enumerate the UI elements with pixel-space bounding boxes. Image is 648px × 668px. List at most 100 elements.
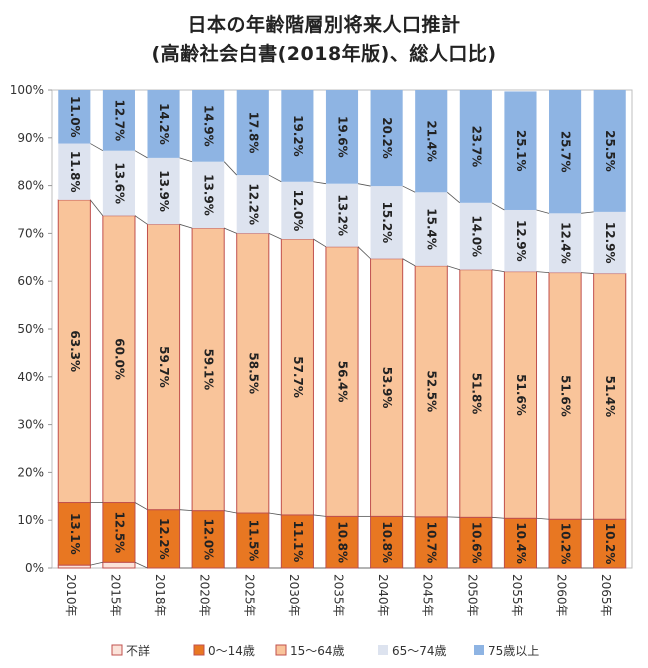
bar-segment <box>504 209 537 272</box>
data-label: 56.4% <box>336 361 350 403</box>
data-label: 51.6% <box>559 375 573 417</box>
series-connector-line <box>134 502 148 511</box>
data-label: 12.2% <box>246 183 260 225</box>
bar-segment <box>281 90 314 182</box>
bar-segment <box>191 510 225 569</box>
y-tick-label: 40% <box>17 370 44 384</box>
data-label: 12.9% <box>603 222 617 264</box>
series-connector-line <box>313 514 326 517</box>
data-label: 14.0% <box>469 215 483 257</box>
series-connector-line <box>313 181 326 185</box>
bar-segment <box>415 90 448 193</box>
bar-segment <box>192 161 225 229</box>
series-connector-line <box>581 272 594 274</box>
data-label: 25.7% <box>559 131 573 173</box>
data-label: 53.9% <box>380 367 394 409</box>
data-label: 10.8% <box>380 521 394 563</box>
bar-segment <box>414 265 448 518</box>
series-connector-line <box>224 227 237 234</box>
data-label: 60.0% <box>112 338 126 380</box>
chart-subtitle: (高齢社会白書(2018年版)、総人口比) <box>151 43 497 65</box>
data-label: 51.8% <box>469 373 483 415</box>
bar-segment <box>549 213 582 273</box>
data-label: 10.2% <box>603 523 617 565</box>
y-tick-label: 70% <box>17 226 44 240</box>
series-connector-line <box>179 157 193 163</box>
series-connector-line <box>357 246 371 260</box>
data-label: 10.8% <box>336 521 350 563</box>
data-label: 17.8% <box>246 112 260 154</box>
legend-label: 65〜74歳 <box>392 644 447 658</box>
data-label: 13.6% <box>112 162 126 204</box>
x-tick-label: 2050年 <box>465 574 479 617</box>
series-connector-line <box>536 517 550 520</box>
series-connector-line <box>179 509 193 512</box>
legend-swatch <box>193 644 205 656</box>
y-tick-label: 60% <box>17 274 44 288</box>
series-connector-line <box>90 143 104 152</box>
x-tick-label: 2010年 <box>64 574 78 617</box>
bar-segment <box>57 199 91 504</box>
data-label: 13.9% <box>157 170 171 212</box>
data-label: 51.4% <box>603 376 617 418</box>
legend-swatch <box>378 645 388 655</box>
data-label: 19.2% <box>291 115 305 157</box>
series-connector-line <box>90 199 104 216</box>
bar-segment <box>549 90 582 214</box>
bar-segment <box>325 515 359 569</box>
data-label: 10.4% <box>514 522 528 564</box>
series-connector-line <box>268 174 282 183</box>
bar-segment <box>102 150 135 216</box>
data-label: 10.6% <box>469 522 483 564</box>
y-tick-label: 100% <box>10 83 44 97</box>
series-connector-line <box>224 510 237 514</box>
series-connector-line <box>581 211 594 214</box>
data-label: 15.4% <box>425 208 439 250</box>
bar-segment <box>504 91 537 210</box>
series-connector-line <box>447 191 461 204</box>
y-tick-label: 50% <box>17 322 44 336</box>
data-label: 12.0% <box>202 518 216 560</box>
series-connector-line <box>491 269 505 273</box>
bar-segment <box>325 90 359 184</box>
bar-segment <box>370 258 404 517</box>
series-connector-line <box>402 258 416 267</box>
data-label: 13.1% <box>68 513 82 555</box>
data-label: 11.0% <box>68 96 82 138</box>
data-label: 13.9% <box>202 174 216 216</box>
data-label: 59.7% <box>157 346 171 388</box>
data-label: 63.3% <box>68 330 82 372</box>
y-tick-label: 20% <box>17 465 44 479</box>
x-tick-label: 2030年 <box>287 574 301 617</box>
bar-segment <box>503 517 538 569</box>
bar-segment <box>593 90 626 212</box>
x-tick-label: 2025年 <box>242 574 256 617</box>
bar-segment <box>236 175 269 234</box>
x-tick-label: 2040年 <box>376 574 390 617</box>
x-tick-label: 2015年 <box>108 574 122 617</box>
bar-segment <box>415 192 448 266</box>
bar-segment <box>146 223 181 511</box>
y-tick-label: 10% <box>17 513 44 527</box>
data-label: 12.9% <box>514 220 528 262</box>
bar-segment <box>593 518 627 569</box>
y-tick-label: 0% <box>25 561 44 575</box>
series-connector-line <box>179 223 193 229</box>
legend-label: 15〜64歳 <box>290 644 345 658</box>
data-label: 23.7% <box>469 126 483 168</box>
data-label: 14.9% <box>202 105 216 147</box>
bar-segment <box>370 90 403 187</box>
series-connector-line <box>447 265 460 271</box>
data-label: 25.1% <box>514 130 528 172</box>
data-label: 13.2% <box>336 194 350 236</box>
series-connector-line <box>357 183 371 187</box>
y-tick-label: 80% <box>17 179 44 193</box>
bar-segment <box>147 90 180 158</box>
series-connector-line <box>402 185 416 193</box>
data-label: 11.5% <box>246 520 260 562</box>
data-label: 12.5% <box>112 512 126 554</box>
bar-segment <box>325 183 359 247</box>
series-connector-line <box>134 150 148 159</box>
x-tick-label: 2020年 <box>198 574 212 617</box>
